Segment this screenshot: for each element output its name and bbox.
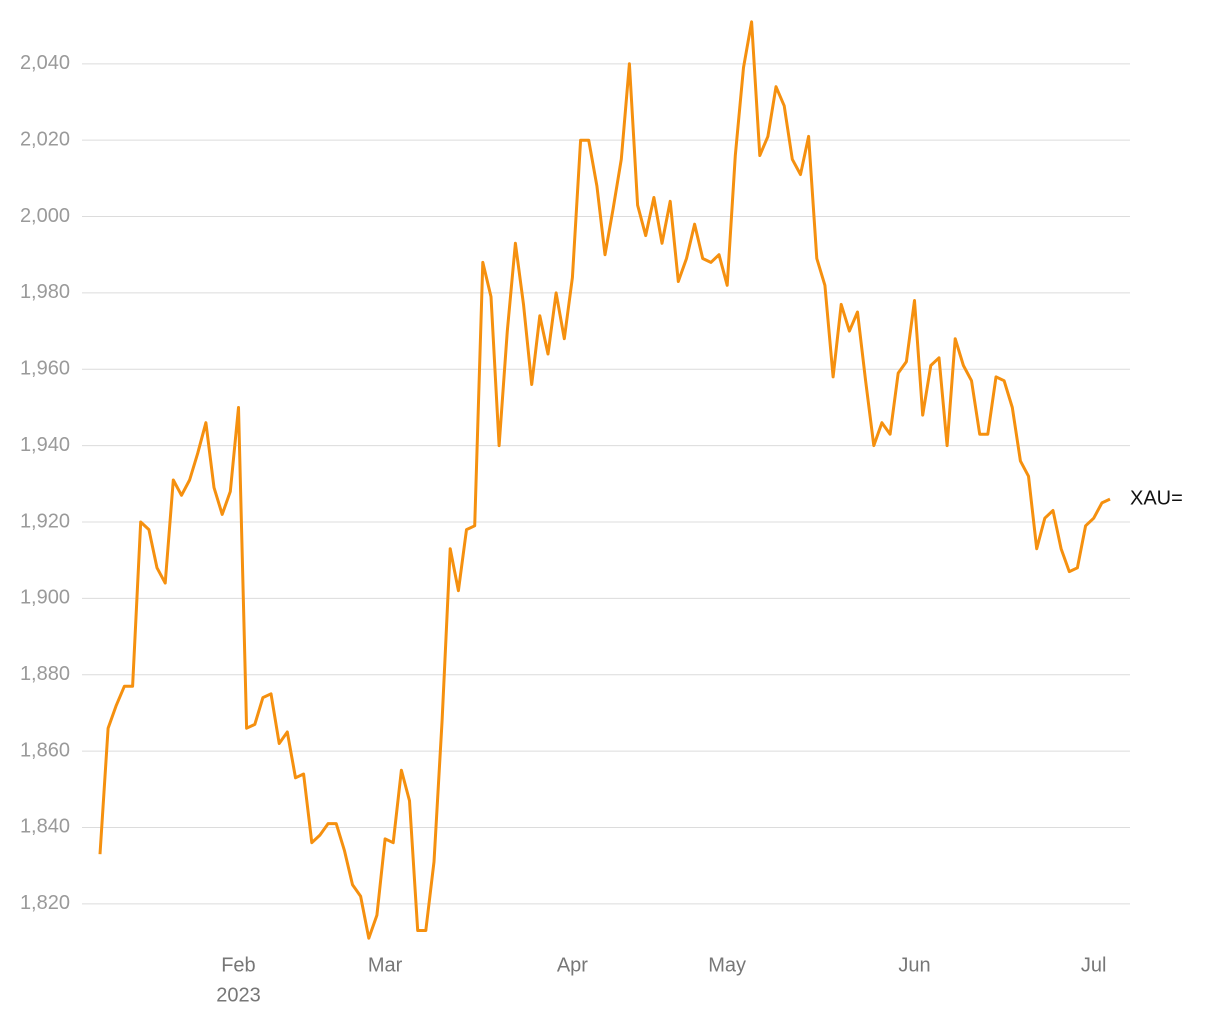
y-tick-label: 2,040 [20, 52, 70, 74]
series-label: XAU= [1130, 487, 1183, 509]
y-tick-label: 2,000 [20, 205, 70, 227]
y-tick-label: 1,820 [20, 892, 70, 914]
line-series [98, 20, 1111, 940]
y-tick-label: 2,020 [20, 128, 70, 150]
y-tick-label: 1,900 [20, 587, 70, 609]
x-year-label: 2023 [216, 984, 261, 1006]
x-tick-label: Apr [557, 954, 588, 976]
y-tick-label: 1,980 [20, 281, 70, 303]
x-tick-label: Feb [221, 954, 255, 976]
x-tick-label: Jul [1081, 954, 1107, 976]
x-tick-label: May [708, 954, 746, 976]
x-tick-label: Mar [368, 954, 403, 976]
x-tick-label: Jun [898, 954, 930, 976]
y-tick-label: 1,940 [20, 434, 70, 456]
y-tick-label: 1,920 [20, 510, 70, 532]
y-tick-label: 1,840 [20, 816, 70, 838]
y-tick-label: 1,960 [20, 358, 70, 380]
y-tick-label: 1,880 [20, 663, 70, 685]
y-tick-label: 1,860 [20, 739, 70, 761]
